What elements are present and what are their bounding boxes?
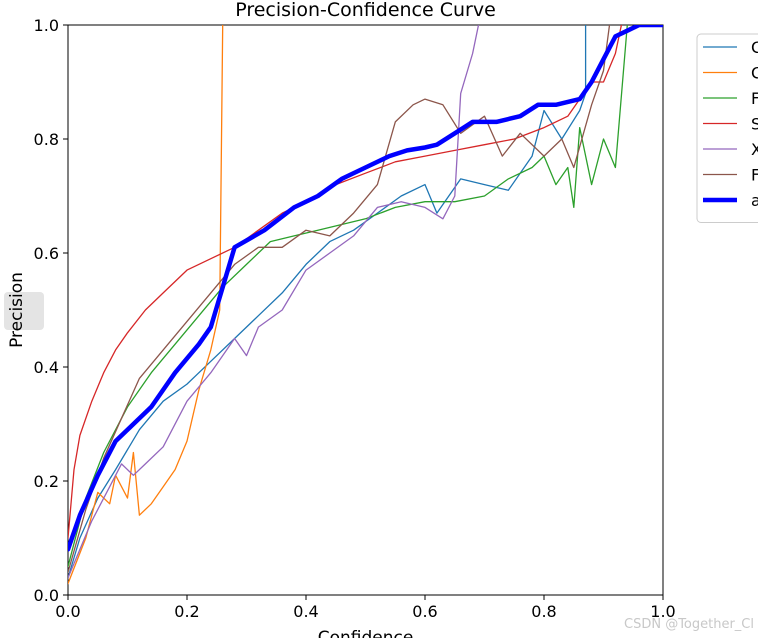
legend-label-6: F [751,166,758,185]
y-tick-label: 0.4 [34,358,59,377]
chart-title: Precision-Confidence Curve [235,0,496,21]
series-line-7 [68,25,663,552]
x-tick-label: 0.0 [55,602,80,621]
series-line-2 [68,25,224,585]
legend-label-2: C [751,64,758,83]
y-tick-label: 0.6 [34,244,59,263]
y-tick-label: 1.0 [34,16,59,35]
x-axis-title: Confidence [318,628,414,638]
x-tick-label: 0.4 [293,602,318,621]
x-tick-label: 0.8 [531,602,556,621]
series-line-4 [68,25,623,539]
side-tab[interactable] [4,292,44,330]
legend-label-5: X [751,140,758,159]
y-tick-label: 0.0 [34,586,59,605]
x-tick-label: 0.2 [174,602,199,621]
legend-label-3: F [751,89,758,108]
y-tick-label: 0.8 [34,130,59,149]
y-tick-label: 0.2 [34,472,59,491]
y-axis-title: Precision [7,272,27,348]
legend-box [696,33,758,223]
series-line-1 [68,25,587,579]
series-line-5 [68,25,480,579]
watermark-text: CSDN @Together_Cl [624,617,754,632]
series-line-3 [68,25,628,568]
plot-frame [67,24,664,596]
x-tick-label: 1.0 [650,602,675,621]
x-tick-label: 0.6 [412,602,437,621]
legend-label-1: C [751,38,758,57]
legend-label-7: a [751,191,758,210]
series-line-6 [68,25,611,573]
legend-label-4: S [751,115,758,134]
